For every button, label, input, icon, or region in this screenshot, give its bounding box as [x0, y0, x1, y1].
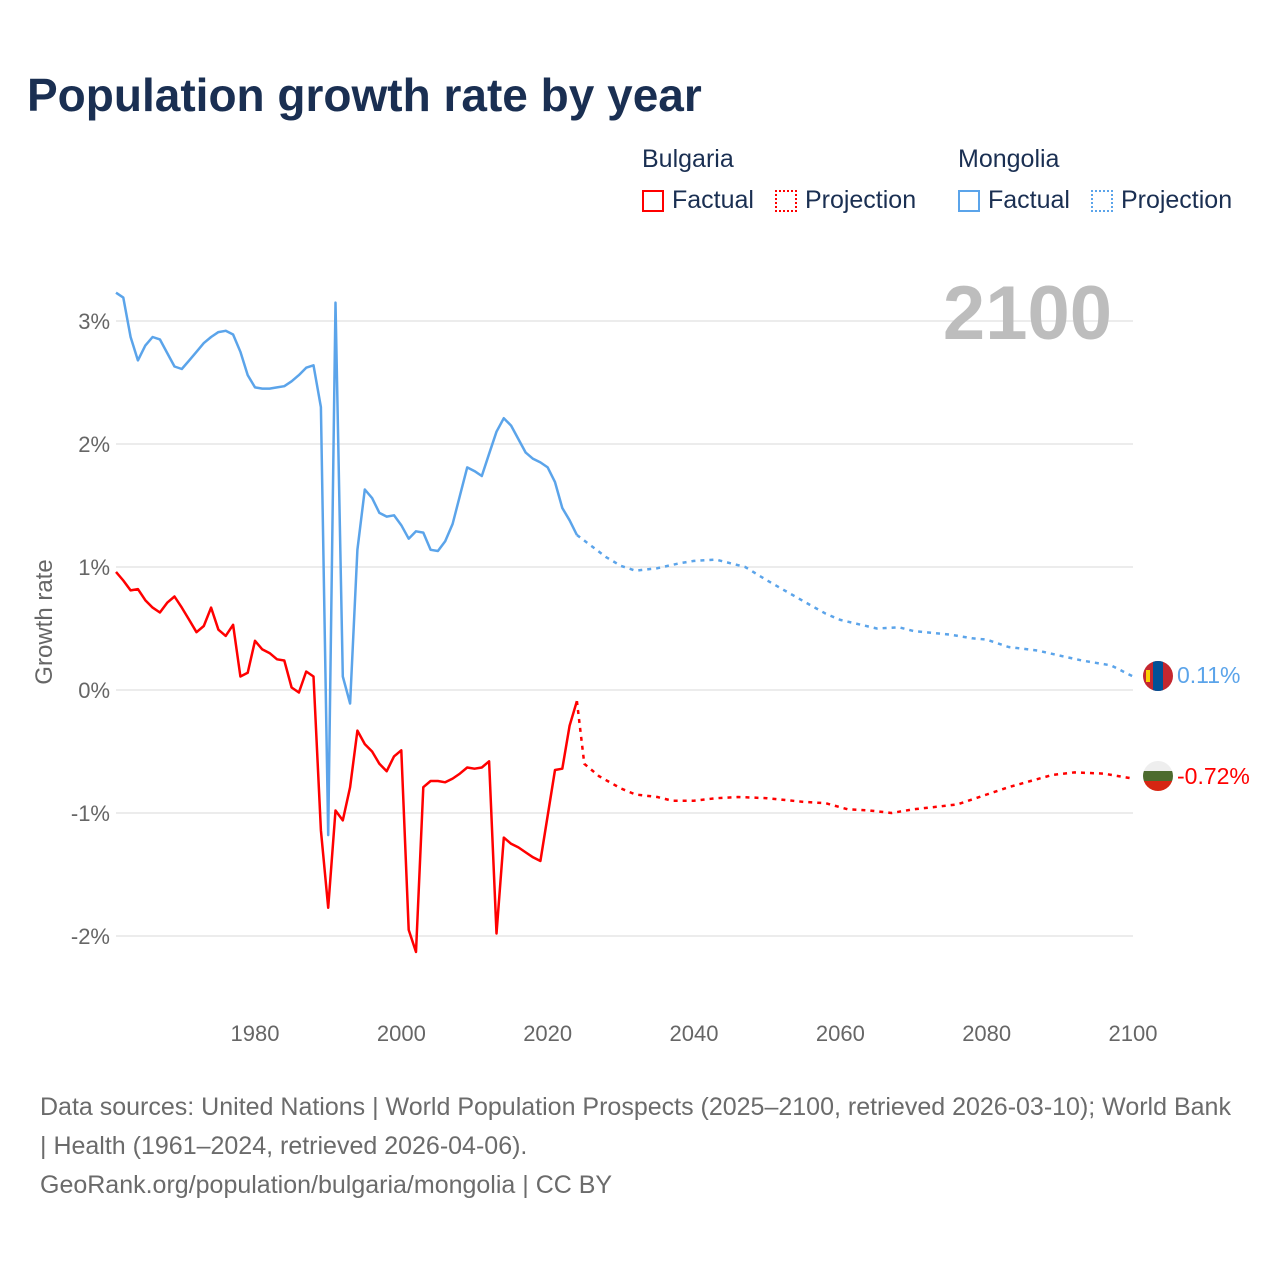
y-tick-label: 3%	[78, 309, 110, 334]
mongolia-factual-line	[115, 291, 579, 837]
bulgaria-end-value: -0.72%	[1177, 763, 1250, 789]
legend-bulgaria: Bulgaria Factual Projection	[642, 145, 930, 219]
x-tick-label: 1980	[231, 1021, 280, 1046]
legend-label: Projection	[804, 186, 917, 214]
y-axis-label: Growth rate	[31, 559, 58, 684]
legend-item-mongolia-projection[interactable]: Projection	[1090, 186, 1233, 215]
legend-country-label: Bulgaria	[642, 145, 734, 173]
x-tick-label: 2000	[377, 1021, 426, 1046]
bulgaria-projection-line	[575, 700, 1134, 815]
legend-mongolia: Mongolia Factual Projection	[958, 145, 1246, 219]
legend-country-label: Mongolia	[958, 145, 1060, 173]
mongolia-end-value: 0.11%	[1177, 662, 1241, 688]
mongolia-projection-line	[576, 534, 1134, 678]
source-link[interactable]: GeoRank.org/population/bulgaria/mongolia…	[40, 1171, 613, 1199]
x-tick-label: 2060	[816, 1021, 865, 1046]
legend-label: Factual	[672, 186, 754, 214]
y-tick-label: 1%	[78, 555, 110, 580]
x-tick-label: 2020	[523, 1021, 572, 1046]
year-indicator: 2100	[942, 271, 1112, 356]
data-sources: Data sources: United Nations | World Pop…	[40, 1093, 1231, 1160]
x-tick-label: 2040	[670, 1021, 719, 1046]
legend-label: Factual	[988, 186, 1070, 214]
x-tick-label: 2080	[962, 1021, 1011, 1046]
solid-swatch-icon	[958, 189, 980, 212]
footer: Data sources: United Nations | World Pop…	[40, 1088, 1240, 1205]
y-tick-label: 2%	[78, 432, 110, 457]
bulgaria-factual-line	[115, 571, 579, 954]
y-tick-label: -1%	[71, 801, 110, 826]
solid-swatch-icon	[642, 189, 664, 212]
chart-title: Population growth rate by year	[27, 69, 702, 121]
dotted-swatch-icon	[1090, 189, 1113, 212]
legend-item-bulgaria-projection[interactable]: Projection	[774, 186, 917, 215]
y-tick-label: 0%	[78, 678, 110, 703]
x-tick-label: 2100	[1109, 1021, 1158, 1046]
dotted-swatch-icon	[774, 189, 797, 212]
bulgaria-flag-icon	[1143, 761, 1173, 791]
legend-item-mongolia-factual[interactable]: Factual	[958, 186, 1070, 215]
y-tick-label: -2%	[71, 924, 110, 949]
legend-label: Projection	[1120, 186, 1233, 214]
mongolia-flag-icon	[1143, 661, 1173, 691]
legend-item-bulgaria-factual[interactable]: Factual	[642, 186, 754, 215]
